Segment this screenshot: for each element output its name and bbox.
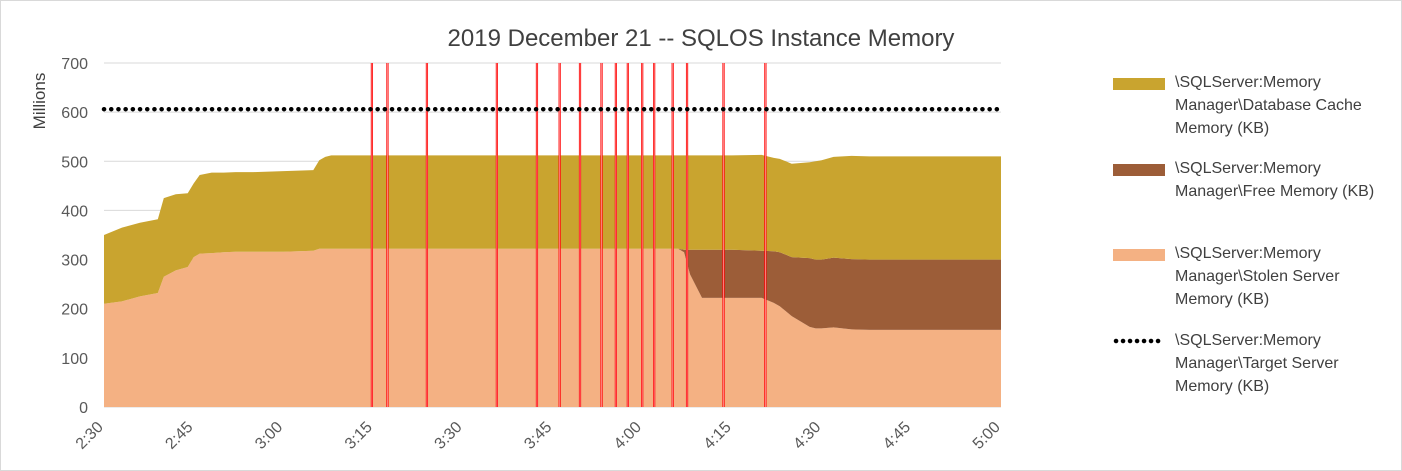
stacked-areas: [104, 154, 1001, 407]
x-tick-labels: 2:30 2:45 3:00 3:15 3:30 3:45 4:00 4:15 4:30 4:45…: [73, 419, 1004, 453]
x-tick-6: 4:00: [611, 419, 645, 453]
x-tick-3: 3:15: [342, 419, 376, 453]
legend-label-stolen-memory: \SQLServer:Memory Manager\Stolen Server …: [1175, 245, 1340, 308]
memory-area-chart: 0 100 200 300 400 500 600 700 2:30 2:45 3:00 3:15 3…: [30, 25, 1004, 453]
x-tick-8: 4:30: [790, 419, 824, 453]
legend-item-free-memory: \SQLServer:Memory Manager\Free Memory (K…: [1113, 157, 1395, 203]
legend-label-database-cache: \SQLServer:Memory Manager\Database Cache…: [1175, 74, 1362, 137]
x-tick-2: 3:00: [252, 419, 286, 453]
y-tick-100: 100: [61, 351, 88, 368]
y-tick-300: 300: [61, 253, 88, 270]
dotted-line-icon: [1113, 338, 1165, 344]
y-tick-500: 500: [61, 154, 88, 171]
area-series-1: [104, 248, 1001, 330]
x-tick-9: 4:45: [880, 419, 914, 453]
legend-swatch-target-memory: [1113, 335, 1165, 347]
area-series-0: [104, 248, 1001, 407]
legend-item-database-cache: \SQLServer:Memory Manager\Database Cache…: [1113, 71, 1395, 140]
y-tick-600: 600: [61, 105, 88, 122]
y-axis-label: Millions: [30, 73, 49, 130]
legend-label-target-memory: \SQLServer:Memory Manager\Target Server …: [1175, 332, 1339, 395]
x-tick-1: 2:45: [162, 419, 196, 453]
y-tick-0: 0: [79, 400, 88, 417]
x-tick-7: 4:15: [701, 419, 735, 453]
event-markers: [370, 63, 767, 407]
y-tick-700: 700: [61, 56, 88, 73]
x-tick-0: 2:30: [73, 419, 107, 453]
area-series-2: [104, 154, 1001, 304]
y-tick-200: 200: [61, 302, 88, 319]
chart-title: 2019 December 21 -- SQLOS Instance Memor…: [448, 25, 955, 52]
legend-swatch-database-cache: [1113, 78, 1165, 90]
legend-swatch-free-memory: [1113, 164, 1165, 176]
y-tick-400: 400: [61, 203, 88, 220]
legend-label-free-memory: \SQLServer:Memory Manager\Free Memory (K…: [1175, 160, 1375, 200]
legend-swatch-stolen-memory: [1113, 249, 1165, 261]
x-tick-4: 3:30: [432, 419, 466, 453]
legend-item-target-memory: \SQLServer:Memory Manager\Target Server …: [1113, 329, 1395, 398]
x-tick-10: 5:00: [970, 419, 1004, 453]
legend-item-stolen-memory: \SQLServer:Memory Manager\Stolen Server …: [1113, 242, 1395, 311]
y-tick-labels: 0 100 200 300 400 500 600 700: [61, 56, 88, 417]
x-tick-5: 3:45: [521, 419, 555, 453]
